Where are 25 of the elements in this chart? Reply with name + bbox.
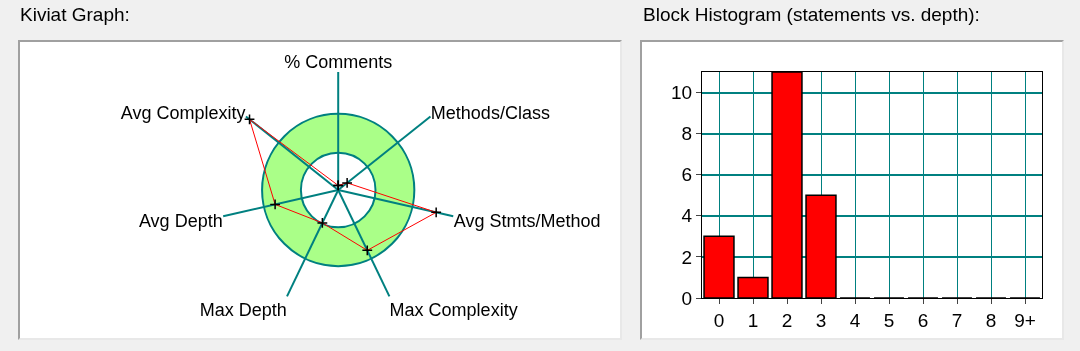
spoke-label: Avg Complexity <box>120 102 246 123</box>
spoke-label: Methods/Class <box>430 102 550 123</box>
x-tick-label: 1 <box>747 309 759 331</box>
y-tick-label: 2 <box>681 246 693 268</box>
y-tick-label: 0 <box>681 287 693 309</box>
y-tick-label: 6 <box>681 164 693 186</box>
x-tick-label: 4 <box>849 309 861 331</box>
x-tick-label: 5 <box>883 309 895 331</box>
x-tick-label: 8 <box>985 309 997 331</box>
spoke-label: Max Complexity <box>389 299 518 320</box>
x-tick-label: 2 <box>781 309 793 331</box>
chart-title: Block Histogram (statements vs. depth): <box>643 4 980 26</box>
x-tick-label: 7 <box>951 309 963 331</box>
spoke-label: Avg Depth <box>138 210 223 231</box>
x-tick-label: 3 <box>815 309 827 331</box>
spoke-label: % Comments <box>284 51 393 72</box>
chart-title: Kiviat Graph: <box>20 4 130 26</box>
x-tick-label: 0 <box>713 309 725 331</box>
x-tick-label: 9+ <box>1014 309 1036 331</box>
y-tick-label: 4 <box>681 205 693 227</box>
spoke-label: Max Depth <box>199 299 287 320</box>
x-tick-label: 6 <box>917 309 929 331</box>
spoke-label: Avg Stmts/Method <box>453 210 601 231</box>
y-tick-label: 8 <box>681 123 693 145</box>
y-tick-label: 10 <box>671 82 693 104</box>
